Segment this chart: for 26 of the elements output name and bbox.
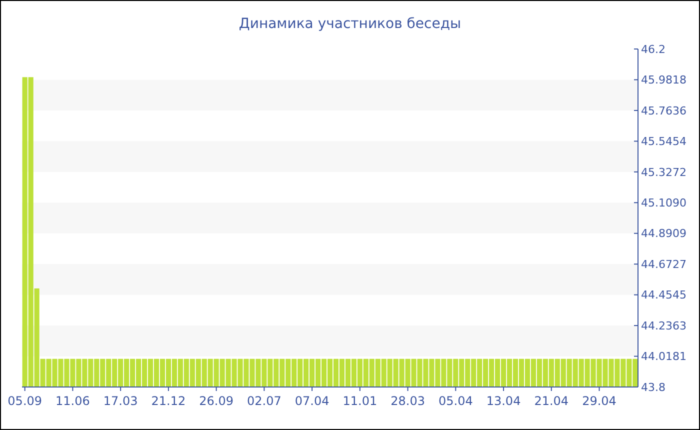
- y-tick-label: 44.0181: [641, 350, 686, 364]
- y-tick-label: 44.4545: [641, 288, 686, 302]
- x-tick-label: 17.03: [103, 394, 138, 408]
- x-tick-label: 13.04: [486, 394, 521, 408]
- y-tick-label: 45.5454: [641, 135, 686, 148]
- x-tick-label: 21.12: [151, 394, 186, 408]
- x-tick-label: 05.09: [8, 394, 42, 408]
- x-tick-label: 07.04: [294, 394, 330, 408]
- y-tick-label: 45.1090: [641, 196, 686, 210]
- y-tick-label: 45.7636: [641, 104, 686, 118]
- x-tick-label: 21.04: [534, 394, 569, 408]
- x-tick-label: 29.04: [582, 394, 616, 408]
- x-tick-label: 02.07: [247, 394, 282, 408]
- y-tick-label: 44.6727: [641, 258, 686, 271]
- x-tick-label: 28.03: [390, 394, 425, 408]
- x-tick-label: 26.09: [199, 394, 234, 408]
- y-tick-label: 45.3272: [641, 166, 686, 179]
- chart-title: Динамика участников беседы: [238, 16, 462, 32]
- y-tick-label: 44.2363: [641, 319, 686, 332]
- x-tick-label: 11.01: [342, 394, 378, 408]
- y-tick-label: 44.8909: [641, 227, 686, 240]
- x-tick-label: 11.06: [56, 394, 90, 408]
- y-tick-label: 43.8: [641, 380, 666, 394]
- y-tick-label: 45.9818: [641, 74, 686, 87]
- y-tick-label: 46.2: [641, 42, 666, 56]
- x-tick-label: 05.04: [438, 394, 473, 408]
